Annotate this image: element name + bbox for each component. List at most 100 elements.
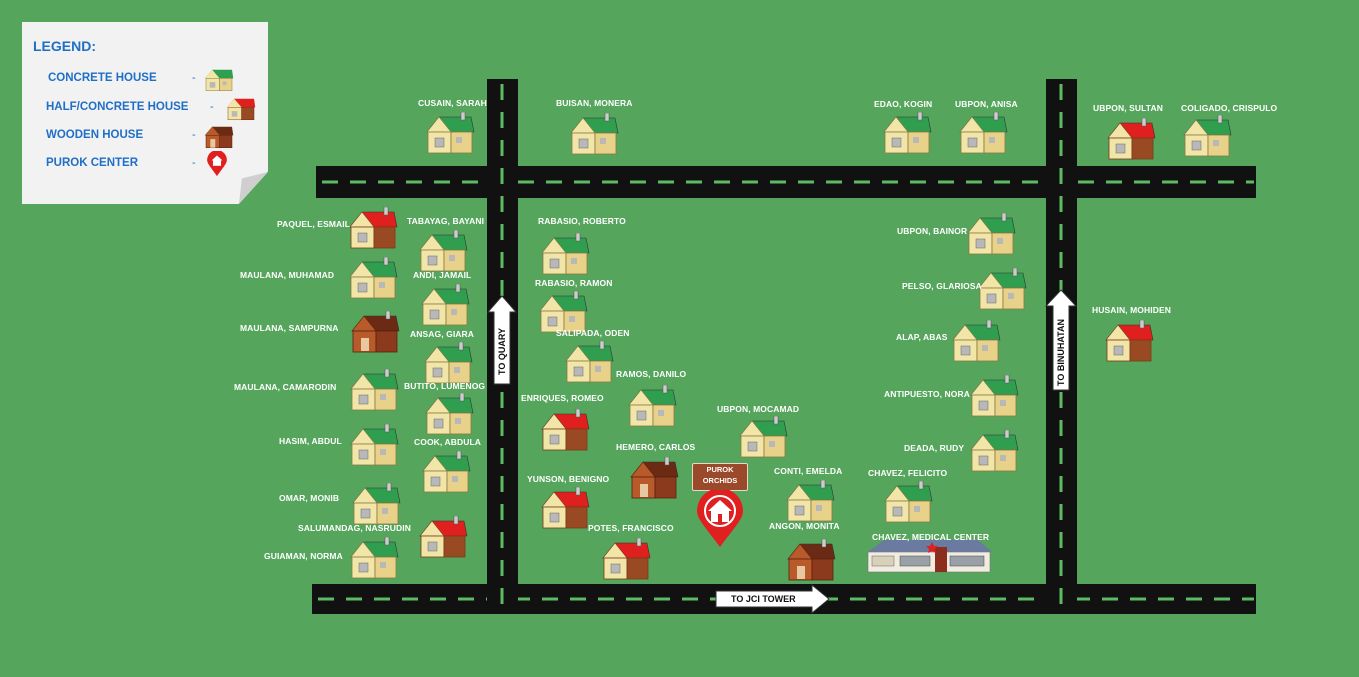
house-label: COLIGADO, CRISPULO bbox=[1181, 103, 1278, 113]
concrete-house-icon bbox=[786, 480, 835, 522]
wooden-house-icon bbox=[787, 539, 836, 581]
house-label: MAULANA, CAMARODIN bbox=[234, 382, 337, 392]
house-label: MAULANA, MUHAMAD bbox=[240, 270, 335, 280]
concrete-house-icon bbox=[628, 385, 677, 427]
legend-label-center: PUROK CENTER bbox=[46, 157, 139, 169]
legend-title: LEGEND: bbox=[33, 38, 96, 54]
legend-label-wooden: WOODEN HOUSE bbox=[46, 129, 144, 141]
purok-center-pin-icon bbox=[697, 490, 743, 547]
concrete-house-icon bbox=[565, 341, 614, 383]
concrete-house-icon bbox=[959, 112, 1008, 154]
concrete-house-icon bbox=[739, 416, 788, 458]
house-label: ALAP, ABAS bbox=[896, 332, 948, 342]
house-label: CHAVEZ, FELICITO bbox=[868, 468, 948, 478]
concrete-house-icon bbox=[952, 320, 1001, 362]
concrete-house-icon bbox=[350, 369, 399, 411]
sign-to-jci-tower: TO JCI TOWER bbox=[731, 594, 796, 604]
house-label: POTES, FRANCISCO bbox=[588, 523, 674, 533]
house-label: MAULANA, SAMPURNA bbox=[240, 323, 339, 333]
arrow-binuhatan-icon bbox=[1044, 289, 1078, 391]
half-concrete-house-icon bbox=[541, 487, 590, 529]
legend-row-concrete: CONCRETE HOUSE - bbox=[46, 66, 266, 92]
half-concrete-house-icon bbox=[419, 516, 468, 558]
house-label: TABAYAG, BAYANI bbox=[407, 216, 485, 226]
concrete-house-icon bbox=[204, 69, 234, 92]
house-label: SALIPADA, ODEN bbox=[556, 328, 630, 338]
half-concrete-house-icon bbox=[541, 409, 590, 451]
house-label: RAMOS, DANILO bbox=[616, 369, 687, 379]
wooden-house-icon bbox=[204, 126, 234, 149]
house-label: COOK, ABDULA bbox=[414, 437, 481, 447]
concrete-house-icon bbox=[424, 342, 473, 384]
arrow-quary-icon bbox=[486, 295, 518, 385]
house-label: BUTITO, LUMENOG bbox=[404, 381, 486, 391]
sign-to-binuhatan: TO BINUHATAN bbox=[1056, 319, 1066, 386]
house-label: OMAR, MONIB bbox=[279, 493, 340, 503]
concrete-house-icon bbox=[352, 483, 401, 525]
concrete-house-icon bbox=[350, 424, 399, 466]
house-label: UBPON, SULTAN bbox=[1093, 103, 1163, 113]
half-concrete-house-icon bbox=[226, 98, 256, 121]
house-label: ANTIPUESTO, NORA bbox=[884, 389, 970, 399]
house-label: YUNSON, BENIGNO bbox=[527, 474, 610, 484]
legend-label-concrete: CONCRETE HOUSE bbox=[48, 72, 157, 84]
house-label: ANDI, JAMAIL bbox=[413, 270, 472, 280]
legend-dash: - bbox=[192, 157, 196, 169]
house-label: UBPON, BAINOR bbox=[897, 226, 968, 236]
half-concrete-house-icon bbox=[602, 538, 651, 580]
legend-panel: LEGEND: CONCRETE HOUSE - HALF/CONCRETE H… bbox=[22, 22, 268, 204]
legend-dash: - bbox=[192, 72, 196, 84]
house-label: RABASIO, RAMON bbox=[535, 278, 613, 288]
wooden-house-icon bbox=[351, 311, 400, 353]
house-label: CONTI, EMELDA bbox=[774, 466, 843, 476]
house-label: HASIM, ABDUL bbox=[279, 436, 342, 446]
purok-center-line2: ORCHIDS bbox=[702, 476, 738, 485]
half-concrete-house-icon bbox=[1107, 118, 1156, 160]
legend-dash: - bbox=[192, 129, 196, 141]
concrete-house-icon bbox=[426, 112, 475, 154]
house-label: CUSAIN, SARAH bbox=[418, 98, 487, 108]
house-label: GUIAMAN, NORMA bbox=[264, 551, 343, 561]
house-label: RABASIO, ROBERTO bbox=[538, 216, 626, 226]
house-label: ANGON, MONITA bbox=[769, 521, 840, 531]
purok-center-icon bbox=[207, 151, 227, 177]
house-label: BUISAN, MONERA bbox=[556, 98, 633, 108]
house-label: DEADA, RUDY bbox=[904, 443, 965, 453]
house-label: UBPON, MOCAMAD bbox=[717, 404, 800, 414]
concrete-house-icon bbox=[967, 213, 1016, 255]
legend-row-wooden: WOODEN HOUSE - bbox=[46, 123, 266, 149]
concrete-house-icon bbox=[970, 375, 1019, 417]
legend-label-half: HALF/CONCRETE HOUSE bbox=[46, 101, 189, 113]
medical-center-icon bbox=[867, 540, 992, 573]
concrete-house-icon bbox=[421, 284, 470, 326]
house-label: ENRIQUES, ROMEO bbox=[521, 393, 604, 403]
concrete-house-icon bbox=[978, 268, 1027, 310]
concrete-house-icon bbox=[419, 230, 468, 272]
concrete-house-icon bbox=[570, 113, 619, 155]
house-label: EDAO, KOGIN bbox=[874, 99, 933, 109]
house-label: ANSAG, GIARA bbox=[410, 329, 475, 339]
concrete-house-icon bbox=[883, 112, 932, 154]
concrete-house-icon bbox=[539, 291, 588, 333]
concrete-house-icon bbox=[349, 257, 398, 299]
house-label: PAQUEL, ESMAIL bbox=[277, 219, 351, 229]
concrete-house-icon bbox=[350, 537, 399, 579]
house-label: HUSAIN, MOHIDEN bbox=[1092, 305, 1171, 315]
medical-center-label: CHAVEZ, MEDICAL CENTER bbox=[872, 532, 990, 542]
concrete-house-icon bbox=[541, 233, 590, 275]
half-concrete-house-icon bbox=[1105, 320, 1154, 362]
sign-to-quary: TO QUARY bbox=[497, 327, 507, 375]
purok-center-line1: PUROK bbox=[706, 465, 734, 474]
legend-dash: - bbox=[210, 101, 214, 113]
legend-row-center: PUROK CENTER - bbox=[46, 151, 266, 177]
house-label: SALUMANDAG, NASRUDIN bbox=[298, 523, 411, 533]
half-concrete-house-icon bbox=[349, 207, 398, 249]
concrete-house-icon bbox=[422, 451, 471, 493]
concrete-house-icon bbox=[884, 481, 933, 523]
concrete-house-icon bbox=[425, 393, 474, 435]
house-label: HEMERO, CARLOS bbox=[616, 442, 696, 452]
legend-row-half: HALF/CONCRETE HOUSE - bbox=[46, 95, 266, 121]
house-label: UBPON, ANISA bbox=[955, 99, 1018, 109]
